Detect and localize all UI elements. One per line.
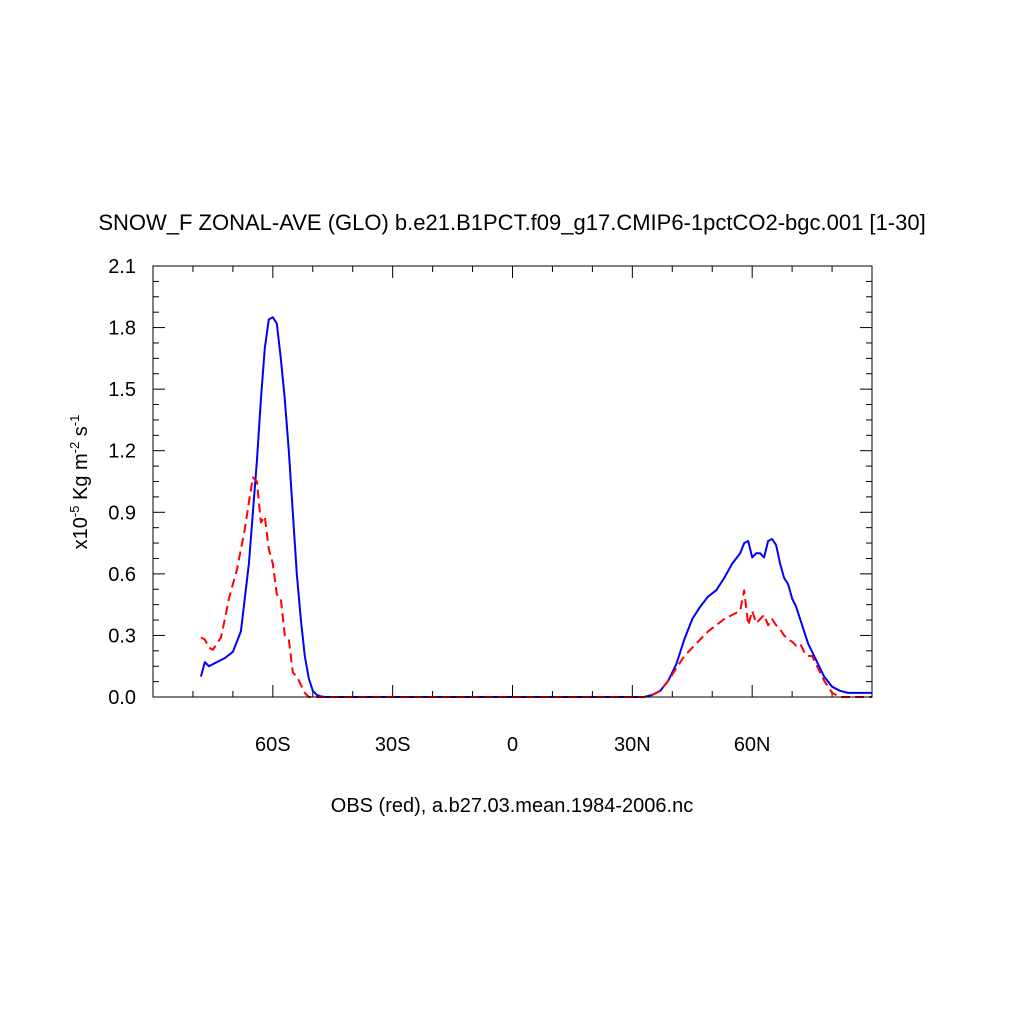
y-tick-label: 0.0 — [108, 687, 136, 709]
y-tick-labels: 0.0 0.3 0.6 0.9 1.2 1.5 1.8 2.1 — [108, 256, 136, 709]
series-line-red-obs — [200, 476, 872, 698]
chart-title: SNOW_F ZONAL-AVE (GLO) b.e21.B1PCT.f09_g… — [98, 210, 925, 235]
y-axis-label: x10-5 Kg m-2 s-1 — [67, 415, 92, 550]
plot-area: 0.0 0.3 0.6 0.9 1.2 1.5 1.8 2.1 60S 30S 0 30N 60N — [108, 256, 873, 756]
x-tick-label: 30N — [614, 734, 651, 756]
y-tick-label: 1.2 — [108, 441, 136, 463]
x-tick-label: 60N — [734, 734, 771, 756]
series-layer — [199, 316, 872, 698]
x-tick-label: 60S — [255, 734, 291, 756]
y-tick-label: 0.3 — [108, 625, 136, 647]
y-tick-label: 0.6 — [108, 564, 136, 586]
x-axis-label: OBS (red), a.b27.03.mean.1984-2006.nc — [331, 795, 693, 817]
series-line-blue — [199, 316, 872, 698]
x-tick-label: 0 — [507, 734, 518, 756]
y-tick-label: 1.5 — [108, 379, 136, 401]
y-tick-label: 0.9 — [108, 502, 136, 524]
x-tick-label: 30S — [375, 734, 411, 756]
tick-marks — [153, 265, 872, 698]
y-tick-label: 2.1 — [108, 256, 136, 278]
x-tick-labels: 60S 30S 0 30N 60N — [255, 734, 770, 756]
y-tick-label: 1.8 — [108, 318, 136, 340]
plot-frame — [152, 265, 873, 698]
